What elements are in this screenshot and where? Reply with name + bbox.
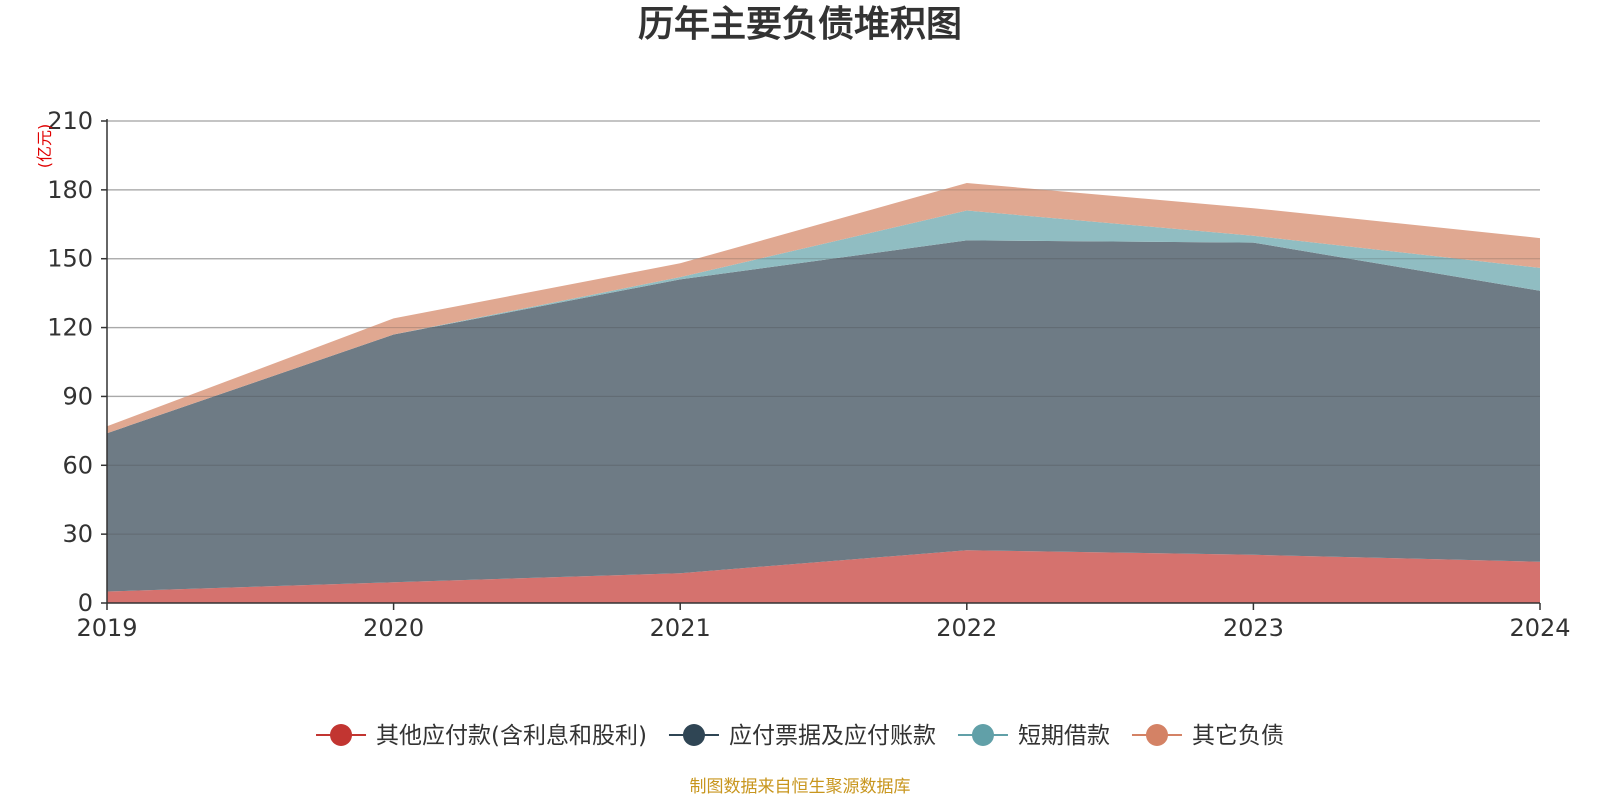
area-应付票据及应付账款 <box>107 240 1540 592</box>
area-series <box>107 120 1540 603</box>
y-tick-label: 210 <box>47 107 93 135</box>
legend-marker <box>971 724 994 746</box>
x-tick-label: 2024 <box>1509 614 1570 642</box>
legend[interactable]: 其他应付款(含利息和股利) 应付票据及应付账款 短期借款 其它负债 <box>316 723 1284 749</box>
legend-item-其它负债[interactable]: 其它负债 <box>1131 723 1284 749</box>
legend-marker <box>682 724 705 746</box>
y-tick-label: 150 <box>47 245 93 273</box>
legend-label: 短期借款 <box>1018 723 1110 749</box>
legend-label: 其他应付款(含利息和股利) <box>376 723 647 749</box>
legend-label: 应付票据及应付账款 <box>729 723 936 749</box>
legend-item-其他应付款(含利息和股利)[interactable]: 其他应付款(含利息和股利) <box>316 723 647 749</box>
x-tick-label: 2019 <box>76 614 137 642</box>
x-tick-label: 2022 <box>936 614 997 642</box>
y-tick-label: 60 <box>62 451 93 479</box>
chart-title: 历年主要负债堆积图 <box>638 4 962 45</box>
y-tick-label: 30 <box>62 520 93 548</box>
legend-item-短期借款[interactable]: 短期借款 <box>957 723 1110 749</box>
axes: 0 30 60 90 120 150 180 210 2019 2020 2021 2022 2023 2… <box>47 107 1570 642</box>
y-tick-label: 180 <box>47 176 93 204</box>
legend-label: 其它负债 <box>1192 723 1284 749</box>
area-其他应付款(含利息和股利) <box>107 550 1540 603</box>
area-短期借款 <box>107 210 1540 434</box>
source-note: 制图数据来自恒生聚源数据库 <box>690 777 911 797</box>
y-tick-label: 120 <box>47 314 93 342</box>
legend-marker <box>1145 724 1168 746</box>
y-tick-label: 0 <box>78 589 93 617</box>
area-其它负债 <box>107 183 1540 434</box>
legend-item-应付票据及应付账款[interactable]: 应付票据及应付账款 <box>668 723 936 749</box>
y-axis-unit-label: (亿元) <box>35 124 54 169</box>
legend-marker <box>330 724 353 746</box>
x-tick-label: 2021 <box>650 614 711 642</box>
x-tick-label: 2020 <box>363 614 424 642</box>
x-tick-label: 2023 <box>1223 614 1284 642</box>
y-tick-label: 90 <box>62 382 93 410</box>
